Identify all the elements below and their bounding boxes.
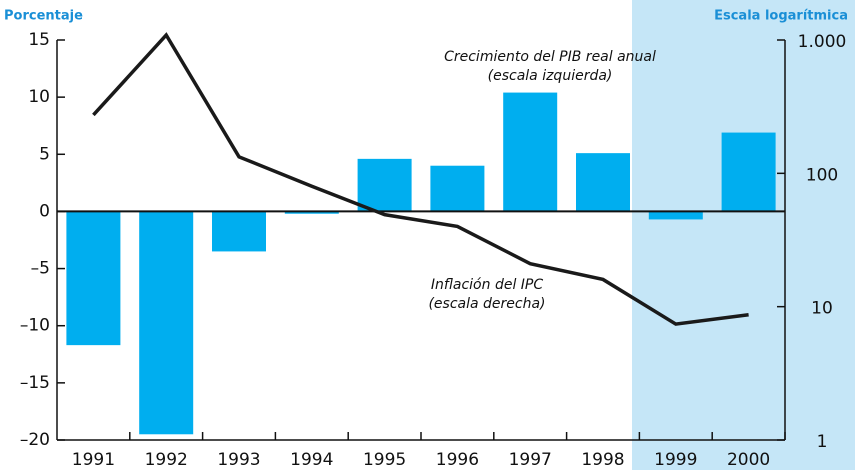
bar [503,92,558,212]
x-tick-label: 1994 [290,450,333,470]
x-tick-label: 1997 [509,450,552,470]
x-tick-label: 1998 [581,450,624,470]
bar [648,211,703,220]
x-tick-label: 1993 [217,450,260,470]
bar [66,211,121,346]
y2-tick-label: 1 [817,432,828,452]
background-panel [632,0,855,470]
x-tick-label: 1996 [436,450,479,470]
left-axis-label: Porcentaje [4,9,83,24]
y-tick-label: –5 [31,259,50,279]
y2-tick-label: 1.000 [798,32,847,52]
bar [357,158,412,212]
y2-tick-label: 10 [811,299,833,319]
y-tick-label: 5 [39,144,50,164]
bar [430,165,485,212]
x-tick-label: 1991 [72,450,115,470]
x-tick-label: 1992 [145,450,188,470]
annotation: (escala izquierda) [488,68,613,84]
y-tick-label: 0 [39,201,50,221]
y2-tick-label: 100 [806,165,838,185]
right-axis-label: Escala logarítmica [714,9,848,24]
line [92,32,749,326]
bar [212,211,266,252]
x-tick-label: 2000 [727,450,770,470]
bar [576,153,630,212]
y-tick-label: –15 [20,373,50,393]
y-tick-label: –10 [20,316,50,336]
x-tick-label: 1995 [363,450,406,470]
y-tick-label: 15 [28,30,50,50]
bar [721,132,776,212]
annotation: (escala derecha) [428,296,545,312]
y-tick-label: 10 [28,87,50,107]
annotation: Crecimiento del PIB real anual [444,49,656,65]
x-tick-label: 1999 [654,450,697,470]
y-tick-label: –20 [20,430,50,450]
bar [139,211,194,435]
bar [284,211,339,214]
annotation: Inflación del IPC [431,277,544,293]
